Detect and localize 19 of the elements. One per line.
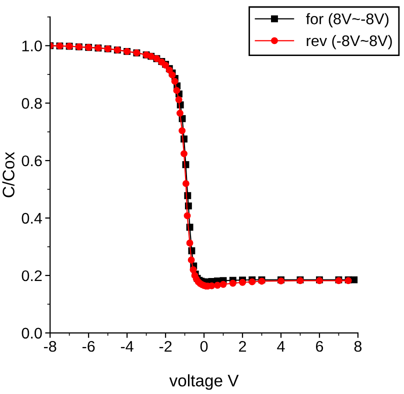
x-tick-label: -8 [44, 340, 56, 352]
x-tick-label: -6 [82, 340, 95, 352]
x-tick-label: 2 [239, 340, 246, 352]
y-tick-label: 0.0 [22, 328, 42, 339]
x-tick-label: 0 [200, 340, 208, 352]
x-tick-label: -2 [159, 340, 172, 352]
x-tick-label: 4 [277, 341, 285, 352]
legend-label: rev (-8V~8V) [306, 34, 392, 50]
y-tick-label: 0.8 [22, 98, 42, 109]
x-tick-label: 6 [316, 340, 324, 352]
y-tick-label: 1.0 [22, 40, 42, 52]
y-tick-label: 0.6 [22, 155, 42, 166]
y-tick-label: 0.4 [22, 212, 42, 224]
y-axis-title: C/Cox [2, 152, 14, 198]
legend-label: for (8V~-8V) [306, 13, 388, 28]
x-tick-label: -4 [120, 341, 134, 352]
y-tick-label: 0.2 [22, 270, 42, 282]
x-axis-title: voltage V [169, 374, 239, 390]
x-tick-label: 8 [354, 340, 362, 352]
